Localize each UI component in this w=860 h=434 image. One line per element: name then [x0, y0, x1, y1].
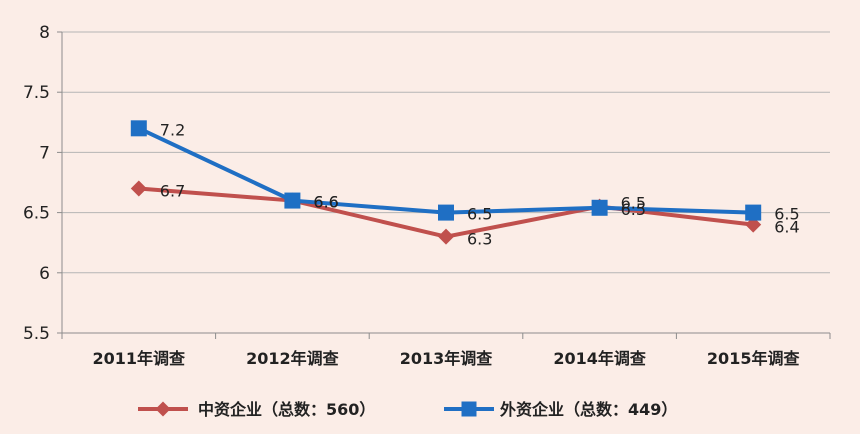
y-tick-label: 5.5: [23, 324, 50, 344]
data-label: 6.3: [467, 230, 492, 249]
y-tick-label: 6: [39, 264, 50, 284]
data-label: 6.4: [774, 218, 799, 237]
legend: 中资企业（总数：560） 外资企业（总数：449）: [138, 400, 677, 419]
data-point-square: [745, 204, 762, 221]
data-label: 6.5: [621, 194, 646, 213]
x-tick-labels: 2011年调查 2012年调查 2013年调查 2014年调查 2015年调查: [93, 349, 800, 368]
x-tick-label: 2015年调查: [707, 349, 800, 368]
data-label: 6.5: [621, 200, 646, 219]
data-point-diamond: [130, 180, 147, 197]
data-label: 7.2: [160, 120, 185, 139]
legend-label: 中资企业（总数：560）: [198, 400, 375, 419]
y-tick-label: 8: [39, 23, 50, 43]
y-tick-label: 6.5: [23, 204, 50, 224]
y-tick-label: 7: [39, 143, 50, 163]
data-label: 6.7: [160, 182, 185, 201]
series-line-foreign: [137, 126, 754, 215]
data-label: 6.5: [774, 205, 799, 224]
x-tick-label: 2012年调查: [246, 349, 339, 368]
data-point-diamond: [745, 216, 762, 233]
data-point-square: [591, 199, 608, 216]
data-point-square: [438, 204, 454, 221]
legend-label: 外资企业（总数：449）: [499, 400, 677, 419]
data-point-square: [130, 120, 147, 137]
data-label: 6.5: [467, 205, 492, 224]
x-tick-label: 2011年调查: [93, 349, 186, 368]
legend-marker-square: [461, 401, 477, 417]
series-group: [130, 120, 762, 245]
data-labels: 6.76.66.36.56.47.26.66.5 6.5 6.5: [160, 120, 800, 248]
x-tick-label: 2014年调查: [553, 349, 646, 368]
y-tick-label: 7.5: [23, 83, 50, 103]
data-label: 6.6: [313, 193, 338, 212]
y-tick-labels: 5.5 6 6.5 7 7.5 8: [23, 23, 50, 344]
x-tick-label: 2013年调查: [400, 349, 493, 368]
data-label: 6.6: [313, 193, 338, 212]
legend-marker-diamond: [155, 401, 171, 417]
axes: [57, 31, 831, 339]
data-point-square: [284, 192, 301, 209]
data-point-diamond: [438, 228, 454, 245]
